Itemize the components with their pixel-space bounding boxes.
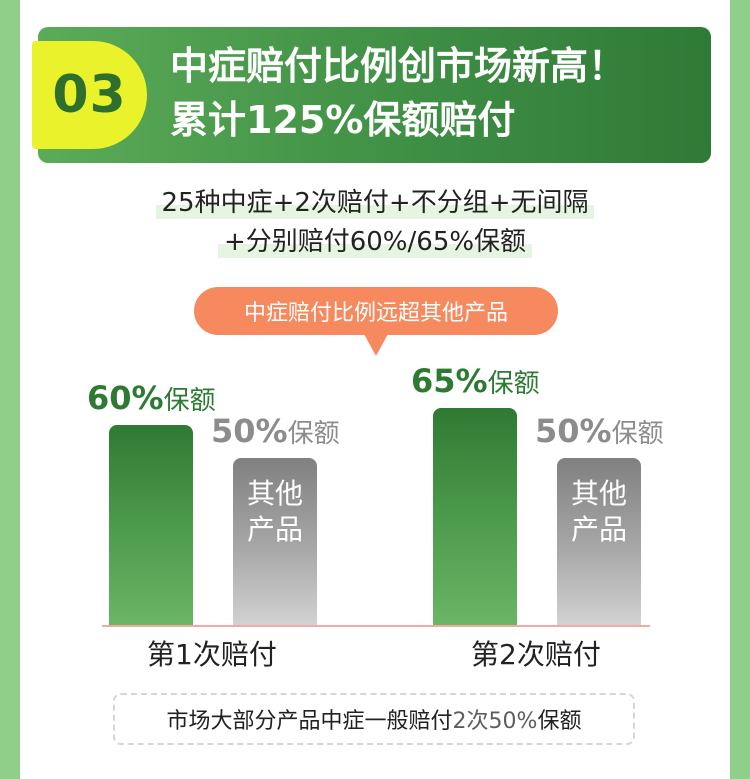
page-title: 中症赔付比例创市场新高！ 累计125%保额赔付 bbox=[170, 39, 626, 147]
callout-pointer bbox=[364, 334, 388, 356]
title-line-2: 累计125%保额赔付 bbox=[170, 98, 516, 142]
other-bar-1 bbox=[233, 458, 317, 625]
other-bar-label-2: 其他 产品 bbox=[557, 476, 641, 548]
other-bar-label-line: 产品 bbox=[570, 513, 627, 546]
value-number: 50% bbox=[535, 412, 612, 450]
other-bar-label-1: 其他 产品 bbox=[233, 476, 317, 548]
subtitle-text-1: 25种中症+2次赔付+不分组+无间隔 bbox=[155, 182, 595, 219]
other-bar-label-line: 产品 bbox=[246, 513, 303, 546]
chart-baseline bbox=[102, 625, 650, 627]
footnote-prefix: 市场大部分产品中症一般赔付 bbox=[166, 709, 453, 734]
other-value-label-2: 50%保额 bbox=[535, 412, 664, 450]
category-label-2: 第2次赔付 bbox=[471, 638, 601, 671]
footnote-box: 市场大部分产品中症一般赔付 2次50% 保额 bbox=[113, 693, 635, 745]
value-number: 65% bbox=[411, 362, 488, 400]
footnote-suffix: 保额 bbox=[537, 709, 582, 734]
our-bar-2 bbox=[433, 408, 517, 625]
value-number: 60% bbox=[87, 379, 164, 417]
callout-bubble: 中症赔付比例远超其他产品 bbox=[194, 287, 558, 335]
our-value-label-1: 60%保额 bbox=[87, 379, 216, 417]
our-value-label-2: 65%保额 bbox=[411, 362, 540, 400]
section-number: 03 bbox=[52, 65, 127, 125]
other-bar-label-line: 其他 bbox=[246, 477, 303, 510]
other-bar-label-line: 其他 bbox=[570, 477, 627, 510]
our-bar-1 bbox=[109, 425, 193, 625]
subtitle-text-2: +分别赔付60%/65%保额 bbox=[217, 221, 533, 258]
value-suffix: 保额 bbox=[611, 419, 664, 449]
subtitle-line-1: 25种中症+2次赔付+不分组+无间隔 bbox=[0, 182, 750, 219]
value-suffix: 保额 bbox=[163, 386, 216, 416]
footnote-highlight: 2次50% bbox=[452, 709, 538, 734]
value-suffix: 保额 bbox=[487, 369, 540, 399]
other-bar-2 bbox=[557, 458, 641, 625]
value-suffix: 保额 bbox=[287, 419, 340, 449]
category-label-1: 第1次赔付 bbox=[147, 638, 277, 671]
subtitle-line-2: +分别赔付60%/65%保额 bbox=[0, 221, 750, 258]
header-banner bbox=[38, 27, 711, 163]
title-line-1: 中症赔付比例创市场新高！ bbox=[170, 44, 627, 88]
section-number-badge: 03 bbox=[32, 41, 147, 149]
other-value-label-1: 50%保额 bbox=[211, 412, 340, 450]
value-number: 50% bbox=[211, 412, 288, 450]
